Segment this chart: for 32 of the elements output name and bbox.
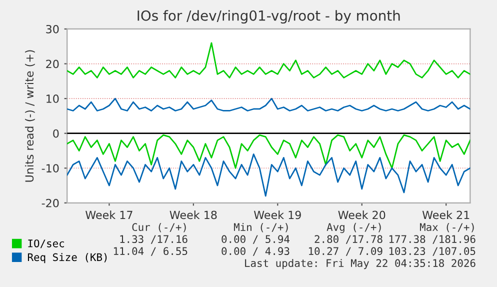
x-tick-label: Week 19 <box>254 210 301 220</box>
text: Last update: Fri May 22 04:35:18 2026 <box>245 258 476 270</box>
text: Cur (-/+) <box>132 223 186 232</box>
text: 177.38 /181.96 <box>389 235 476 244</box>
line-series <box>67 134 470 169</box>
y-tick-label: 0 <box>53 129 59 138</box>
x-tick-label: Week 20 <box>338 210 386 220</box>
text: 10.27 / 7.09 <box>309 247 382 256</box>
x-tick-label: Week 18 <box>170 210 217 220</box>
text: Max (-/+) <box>420 223 474 232</box>
text: Min (-/+) <box>234 222 288 232</box>
chart-title: IOs for /dev/ring01-vg/root - by month <box>138 10 400 24</box>
text: 0.00 / 4.93 <box>222 247 290 256</box>
text: 2.80 /17.78 <box>314 235 382 244</box>
text: Avg (-/+) <box>326 222 381 234</box>
y-tick-label: 20 <box>46 60 59 68</box>
y-axis-title: Units read (-) / write (+) <box>25 50 35 182</box>
line-series <box>67 98 470 112</box>
text: 103.23 /107.05 <box>389 247 476 256</box>
y-tick-label: -10 <box>42 164 59 173</box>
y-tick-label: 30 <box>46 24 59 34</box>
legend-label: Req Size (KB) <box>28 253 107 264</box>
y-tick-label: -20 <box>42 198 59 208</box>
x-tick-label: Week 21 <box>422 210 470 220</box>
text: 1.33 /17.16 <box>120 235 188 244</box>
line-series <box>67 42 470 78</box>
legend-label: IO/sec <box>28 239 64 248</box>
line-series <box>67 154 470 197</box>
x-tick-label: Week 17 <box>86 210 132 220</box>
text: 0.00 / 5.94 <box>222 235 290 244</box>
y-tick-label: 10 <box>46 94 59 103</box>
text: 11.04 / 6.55 <box>114 247 188 256</box>
